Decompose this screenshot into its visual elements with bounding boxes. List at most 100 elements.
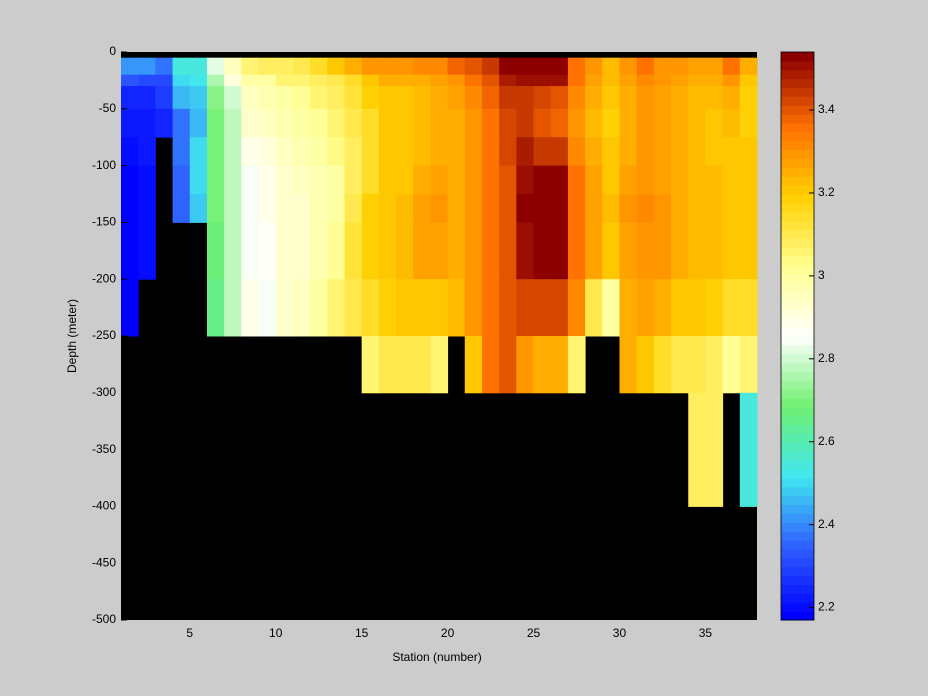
heatmap-cell	[739, 86, 758, 110]
heatmap-cell	[361, 57, 380, 76]
heatmap-cell	[241, 137, 260, 167]
heatmap-cell	[671, 108, 689, 138]
heatmap-cell	[258, 137, 277, 167]
heatmap-cell	[327, 57, 345, 76]
heatmap-cell	[619, 165, 638, 195]
y-tick-label: -100	[92, 158, 116, 172]
y-tick-label: 0	[109, 44, 116, 58]
heatmap-cell	[121, 108, 139, 138]
heatmap-cell	[344, 137, 363, 167]
heatmap-cell	[739, 108, 758, 138]
heatmap-cell	[722, 57, 741, 76]
heatmap-cell	[705, 194, 724, 223]
colorbar-swatch	[781, 424, 814, 435]
colorbar-swatch	[781, 256, 814, 266]
heatmap-cell	[292, 137, 311, 167]
heatmap-cell	[671, 86, 689, 110]
heatmap-cell	[739, 279, 758, 337]
heatmap-cell	[413, 194, 431, 223]
heatmap-cell	[258, 74, 277, 87]
colorbar-swatch	[781, 194, 814, 204]
heatmap-cell	[292, 222, 311, 280]
colorbar-swatch	[781, 398, 814, 408]
heatmap-cell	[516, 336, 535, 394]
heatmap-cell	[722, 194, 741, 223]
heatmap-cell	[705, 222, 724, 280]
heatmap-cell	[722, 222, 741, 280]
heatmap-cell	[241, 108, 260, 138]
x-axis-label: Station (number)	[392, 650, 481, 664]
heatmap-cell	[206, 165, 225, 195]
heatmap-cell	[739, 194, 758, 223]
heatmap-cell	[619, 108, 638, 138]
heatmap-cell	[447, 74, 466, 87]
colorbar-swatch	[781, 478, 814, 488]
heatmap-cell	[344, 86, 363, 110]
heatmap-cell	[327, 165, 345, 195]
heatmap-cell	[671, 57, 689, 76]
heatmap-cell	[155, 108, 174, 138]
heatmap-cell	[464, 108, 483, 138]
heatmap-cell	[533, 108, 552, 138]
colorbar-swatch	[781, 87, 814, 97]
heatmap-cell	[224, 137, 242, 167]
heatmap-cell	[533, 57, 552, 76]
colorbar-swatch	[781, 265, 814, 275]
heatmap-cell	[705, 74, 724, 87]
y-tick-label: -450	[92, 555, 116, 569]
heatmap-cell	[585, 57, 603, 76]
heatmap-cell	[671, 137, 689, 167]
heatmap-cell	[722, 137, 741, 167]
heatmap-cell	[464, 57, 483, 76]
heatmap-cell	[739, 137, 758, 167]
colorbar-swatch	[781, 211, 814, 222]
heatmap-cell	[172, 194, 191, 223]
heatmap-cell	[155, 57, 174, 76]
heatmap-cell	[705, 57, 724, 76]
heatmap-cell	[292, 165, 311, 195]
heatmap-cell	[224, 86, 242, 110]
heatmap-cell	[688, 336, 706, 394]
heatmap-cell	[619, 74, 638, 87]
heatmap-cell	[619, 86, 638, 110]
heatmap-cell	[447, 222, 466, 280]
heatmap-cell	[585, 222, 603, 280]
heatmap-cell	[155, 74, 174, 87]
heatmap-cell	[619, 336, 638, 394]
heatmap-cell	[241, 74, 260, 87]
heatmap-cell	[567, 137, 586, 167]
heatmap-cell	[121, 279, 139, 337]
heatmap-cell	[688, 165, 706, 195]
heatmap-cell	[361, 165, 380, 195]
heatmap-cell	[533, 165, 552, 195]
heatmap-cell	[138, 137, 156, 167]
heatmap-cell	[241, 86, 260, 110]
colorbar-swatch	[781, 460, 814, 470]
heatmap-cell	[705, 86, 724, 110]
heatmap-cell	[550, 137, 569, 167]
colorbar-swatch	[781, 185, 814, 195]
heatmap-cell	[292, 74, 311, 87]
heatmap-cell	[241, 279, 260, 337]
heatmap-cell	[550, 194, 569, 223]
heatmap-cell	[396, 108, 414, 138]
heatmap-cell	[121, 194, 139, 223]
heatmap-cell	[602, 194, 620, 223]
heatmap-cell	[310, 222, 328, 280]
heatmap-cell	[430, 194, 449, 223]
heatmap-cell	[310, 74, 328, 87]
heatmap-cell	[189, 165, 208, 195]
heatmap-cell	[636, 137, 655, 167]
colorbar-swatch	[781, 273, 814, 284]
x-tick-label: 5	[186, 626, 193, 640]
y-tick-label: -50	[99, 101, 117, 115]
colorbar-swatch	[781, 176, 814, 186]
heatmap-cell	[533, 222, 552, 280]
heatmap-cell	[138, 194, 156, 223]
heatmap-cell	[378, 279, 397, 337]
heatmap-cell	[653, 279, 672, 337]
heatmap-cell	[275, 194, 294, 223]
heatmap-cell	[396, 57, 414, 76]
heatmap-cell	[224, 279, 242, 337]
heatmap-cell	[275, 86, 294, 110]
